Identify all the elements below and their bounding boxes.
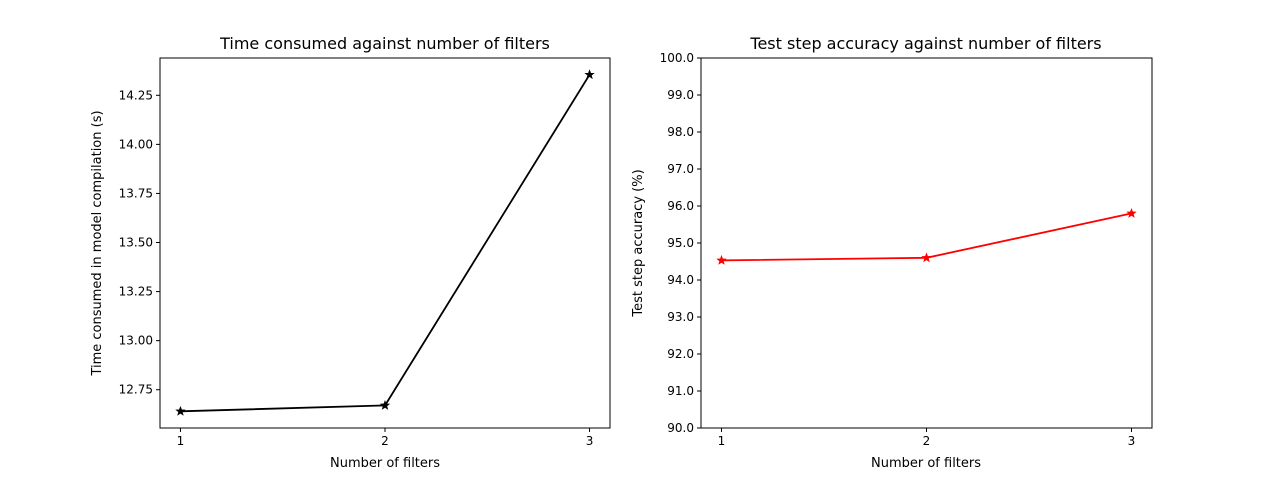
- y-tick-label: 99.0: [667, 88, 694, 102]
- y-tick-label: 96.0: [667, 199, 694, 213]
- chart-time-consumed: Time consumed against number of filters …: [90, 34, 611, 471]
- y-tick-label: 13.75: [119, 186, 153, 200]
- tick-group: 1 2 3 12.75 13.00 13.25 13.50 13.75 14.00 14.25: [119, 88, 594, 448]
- x-tick-label: 1: [177, 434, 185, 448]
- x-axis-label: Number of filters: [871, 456, 981, 471]
- y-tick-label: 14.00: [119, 137, 153, 151]
- tick-group: 1 2 3 90.0 91.0 92.0 93.0 94.0 95.0 96.0 97.0 98.0 9…: [660, 51, 1136, 448]
- x-tick-label: 2: [923, 434, 931, 448]
- x-tick-label: 3: [1128, 434, 1136, 448]
- chart-title: Time consumed against number of filters: [219, 34, 550, 53]
- y-tick-label: 92.0: [667, 347, 694, 361]
- y-axis-label: Test step accuracy (%): [631, 169, 646, 317]
- y-tick-label: 13.25: [119, 285, 153, 299]
- y-tick-label: 93.0: [667, 310, 694, 324]
- y-tick-label: 94.0: [667, 273, 694, 287]
- y-tick-label: 98.0: [667, 125, 694, 139]
- data-point-star: [379, 399, 391, 410]
- y-axis-label: Time consumed in model compilation (s): [90, 110, 105, 376]
- y-tick-label: 14.25: [119, 88, 153, 102]
- data-point-star: [175, 405, 186, 416]
- y-tick-label: 91.0: [667, 384, 694, 398]
- y-tick-label: 95.0: [667, 236, 694, 250]
- x-tick-label: 1: [718, 434, 726, 448]
- series-line: [180, 74, 591, 413]
- data-point-star: [584, 69, 595, 80]
- y-tick-label: 97.0: [667, 162, 694, 176]
- data-point-star: [921, 252, 932, 263]
- y-tick-label: 12.75: [119, 383, 153, 397]
- y-tick-label: 90.0: [667, 421, 694, 435]
- x-tick-label: 2: [381, 434, 389, 448]
- data-point-star: [1126, 207, 1137, 218]
- x-axis-label: Number of filters: [330, 456, 440, 471]
- y-tick-label: 100.0: [660, 51, 694, 65]
- y-tick-label: 13.50: [119, 236, 153, 250]
- y-tick-label: 13.00: [119, 334, 153, 348]
- series-group: [716, 207, 1137, 265]
- chart-title: Test step accuracy against number of fil…: [749, 34, 1101, 53]
- x-tick-label: 3: [586, 434, 594, 448]
- data-point-star: [716, 254, 727, 265]
- plot-frame: [159, 57, 611, 429]
- chart-test-accuracy: Test step accuracy against number of fil…: [631, 34, 1153, 471]
- series-group: [175, 69, 595, 416]
- plot-frame: [700, 57, 1153, 429]
